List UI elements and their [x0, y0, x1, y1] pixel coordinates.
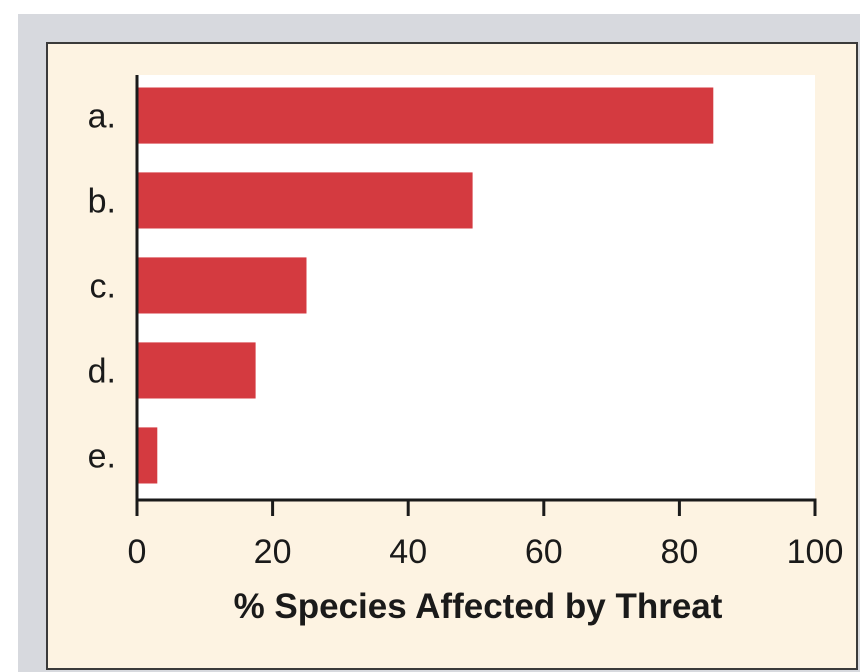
- bar-b: [137, 172, 473, 229]
- category-label: a.: [88, 98, 116, 136]
- bar-a: [137, 87, 714, 144]
- x-tick-label: 0: [128, 533, 147, 571]
- bars-group: [137, 87, 714, 484]
- x-tick-label: 40: [389, 533, 427, 571]
- x-tick-label: 80: [660, 533, 698, 571]
- x-tick-label: 20: [254, 533, 292, 571]
- bar-d: [137, 342, 256, 399]
- category-label: d.: [88, 353, 116, 391]
- x-ticks-group: 0 20 40 60 80 100: [128, 500, 844, 571]
- x-tick-label: 60: [525, 533, 563, 571]
- category-labels-group: a. b. c. d. e.: [88, 98, 116, 476]
- x-axis-label: % Species Affected by Threat: [234, 587, 723, 626]
- bar-c: [137, 257, 307, 314]
- category-label: b.: [88, 183, 116, 221]
- x-tick-label: 100: [787, 533, 844, 571]
- category-label: c.: [90, 268, 116, 306]
- bar-e: [137, 427, 158, 484]
- category-label: e.: [88, 438, 116, 476]
